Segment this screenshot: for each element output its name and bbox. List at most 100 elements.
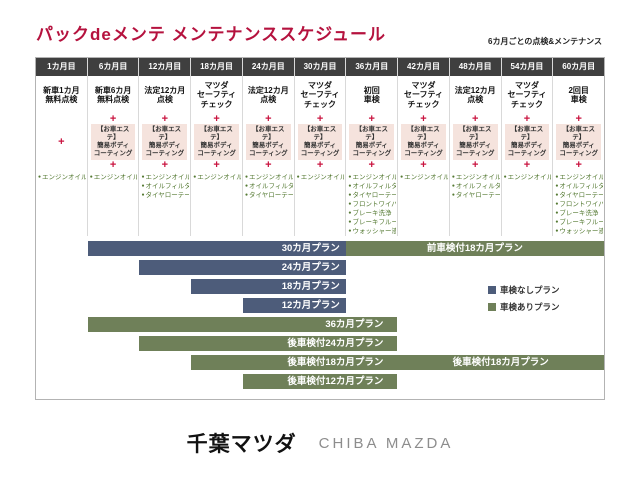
gantt-bar-post-shaken-12month: 後車検付12カ月プラン xyxy=(242,374,398,389)
schedule-table: 1カ月目 新車1カ月 無料点検 + エンジンオイル交換 6カ月目 新車6カ月 無… xyxy=(36,58,605,236)
maintenance-item: フロントワイパーゴム交換 xyxy=(348,200,396,209)
month-header: 42カ月目 xyxy=(398,58,449,76)
plus-sign: + xyxy=(368,159,375,171)
plus-sign: + xyxy=(161,113,169,125)
maintenance-item: オイルフィルター交換 xyxy=(452,182,500,191)
inspection-name: 新車1カ月 無料点検 xyxy=(43,85,80,105)
gantt-bar-post-shaken-24month: 後車検付24カ月プラン xyxy=(139,336,398,351)
schedule-column-30month: 30カ月目 マツダ セーフティ チェック + 【お車エステ】 簡易ボディ コーテ… xyxy=(294,58,347,236)
gantt-bar-post-shaken-18month-right: 後車検付18カ月プラン xyxy=(397,355,604,370)
maintenance-item: エンジンオイル交換 xyxy=(348,173,396,182)
page-title: パックdeメンテ メンテナンススケジュール xyxy=(36,25,387,44)
maintenance-list: エンジンオイル交換 xyxy=(295,170,346,236)
legend-swatch-blue xyxy=(488,286,496,294)
inspection-name: マツダ セーフティ チェック xyxy=(197,80,237,109)
plus-sign: + xyxy=(109,113,117,125)
chiba-mazda-logo-jp: 千葉マツダ xyxy=(186,433,297,456)
inspection-name: 新車6カ月 無料点検 xyxy=(94,85,132,105)
gantt-bar-24month: 24カ月プラン xyxy=(139,260,346,275)
maintenance-item: タイヤローテーション xyxy=(555,191,603,200)
plus-sign: + xyxy=(523,159,531,171)
plus-sign: + xyxy=(316,113,324,125)
maintenance-item: エンジンオイル交換 xyxy=(90,173,138,182)
este-box-wrap: 【お車エステ】 簡易ボディ コーティング xyxy=(139,124,190,160)
gantt-bar-12month: 12カ月プラン xyxy=(242,298,346,313)
plus-sign: + xyxy=(58,136,65,148)
maintenance-item: ウォッシャー液補充 xyxy=(348,227,396,236)
legend-swatch-green xyxy=(488,303,496,311)
maintenance-list: エンジンオイル交換 xyxy=(88,170,139,236)
plus-sign: + xyxy=(316,159,324,171)
schedule-column-54month: 54カ月目 マツダ セーフティ チェック + 【お車エステ】 簡易ボディ コーテ… xyxy=(501,58,554,236)
legend-label: 車検ありプラン xyxy=(500,302,560,312)
maintenance-item: タイヤローテーション xyxy=(245,191,293,200)
legend-item-no-shaken: 車検なしプラン xyxy=(488,284,560,296)
inspection-name: 法定12カ月 点検 xyxy=(454,85,496,105)
este-box: 【お車エステ】 簡易ボディ コーティング xyxy=(194,124,239,160)
maintenance-item: ブレーキフルード交換 xyxy=(348,218,396,227)
spacer xyxy=(36,114,87,124)
gantt-bar-pre-shaken-18month: 前車検付18カ月プラン xyxy=(345,241,604,256)
plus-sign: + xyxy=(472,159,479,171)
maintenance-list: エンジンオイル交換オイルフィルター交換タイヤローテーション xyxy=(450,170,501,236)
month-header: 18カ月目 xyxy=(191,58,242,76)
maintenance-list: エンジンオイル交換 xyxy=(36,170,87,236)
plus-sign: + xyxy=(109,159,117,171)
maintenance-list: エンジンオイル交換オイルフィルター交換タイヤローテーション xyxy=(243,170,294,236)
este-box-wrap: 【お車エステ】 簡易ボディ コーティング xyxy=(243,124,294,160)
month-header: 24カ月目 xyxy=(242,58,294,76)
inspection-name: 法定12カ月 点検 xyxy=(144,85,186,105)
inspection-name: マツダ セーフティ チェック xyxy=(403,80,444,109)
maintenance-item: オイルフィルター交換 xyxy=(555,182,603,191)
este-box-wrap: 【お車エステ】 簡易ボディ コーティング xyxy=(553,124,604,160)
este-box-wrap: 【お車エステ】 簡易ボディ コーティング xyxy=(398,124,449,160)
schedule-column-42month: 42カ月目 マツダ セーフティ チェック + 【お車エステ】 簡易ボディ コーテ… xyxy=(398,58,450,236)
month-header: 6カ月目 xyxy=(87,58,139,76)
schedule-column-12month: 12カ月目 法定12カ月 点検 + 【お車エステ】 簡易ボディ コーティング +… xyxy=(139,58,192,236)
inspection-name: マツダ セーフティ チェック xyxy=(507,80,547,109)
month-header: 36カ月目 xyxy=(346,58,398,76)
month-header: 60カ月目 xyxy=(553,58,605,76)
maintenance-item: オイルフィルター交換 xyxy=(141,182,190,191)
inspection-name: 2回目 車検 xyxy=(568,85,589,105)
este-box: 【お車エステ】 簡易ボディ コーティング xyxy=(401,124,446,160)
spacer xyxy=(36,160,87,170)
plus-sign: + xyxy=(575,113,582,125)
chiba-mazda-logo-en: CHIBA MAZDA xyxy=(318,434,454,452)
este-box-wrap: 【お車エステ】 簡易ボディ コーティング xyxy=(191,124,242,160)
legend-item-with-shaken: 車検ありプラン xyxy=(488,301,560,313)
gantt-bar-post-shaken-18month-left: 後車検付18カ月プラン xyxy=(190,355,398,370)
maintenance-item: エンジンオイル交換 xyxy=(245,173,293,182)
gantt-bar-30month: 30カ月プラン xyxy=(87,241,346,256)
schedule-column-36month: 36カ月目 初回 車検 + 【お車エステ】 簡易ボディ コーティング + エンジ… xyxy=(346,58,399,236)
plus-sign: + xyxy=(161,159,169,171)
maintenance-item: エンジンオイル交換 xyxy=(193,173,241,182)
maintenance-item: エンジンオイル交換 xyxy=(38,173,86,182)
plus-sign: + xyxy=(523,113,531,125)
maintenance-item: エンジンオイル交換 xyxy=(555,173,603,182)
plus-sign: + xyxy=(213,113,220,125)
inspection-name: マツダ セーフティ チェック xyxy=(300,80,340,109)
month-header: 1カ月目 xyxy=(36,58,87,76)
maintenance-item: ブレーキ洗浄 xyxy=(555,209,603,218)
maintenance-list: エンジンオイル交換オイルフィルター交換タイヤローテーションフロントワイパーゴム交… xyxy=(553,170,604,236)
maintenance-list: エンジンオイル交換オイルフィルター交換タイヤローテーションフロントワイパーゴム交… xyxy=(346,170,397,236)
month-header: 12カ月目 xyxy=(139,58,191,76)
este-box-wrap: 【お車エステ】 簡易ボディ コーティング xyxy=(295,124,346,160)
maintenance-item: エンジンオイル交換 xyxy=(400,173,448,182)
maintenance-item: ウォッシャー液補充 xyxy=(555,227,603,236)
plus-sign: + xyxy=(420,113,427,125)
schedule-column-24month: 24カ月目 法定12カ月 点検 + 【お車エステ】 簡易ボディ コーティング +… xyxy=(242,58,295,236)
maintenance-item: タイヤローテーション xyxy=(348,191,396,200)
maintenance-item: エンジンオイル交換 xyxy=(141,173,190,182)
maintenance-list: エンジンオイル交換オイルフィルター交換タイヤローテーション xyxy=(139,170,190,236)
plus-sign: + xyxy=(265,159,272,171)
inspection-name: 初回 車検 xyxy=(363,85,380,105)
este-box: 【お車エステ】 簡易ボディ コーティング xyxy=(90,124,136,160)
este-box: 【お車エステ】 簡易ボディ コーティング xyxy=(297,124,343,160)
plus-sign: + xyxy=(472,113,479,125)
maintenance-item: オイルフィルター交換 xyxy=(348,182,396,191)
maintenance-item: タイヤローテーション xyxy=(452,191,500,200)
plus-sign: + xyxy=(265,113,272,125)
schedule-column-48month: 48カ月目 法定12カ月 点検 + 【お車エステ】 簡易ボディ コーティング +… xyxy=(449,58,502,236)
